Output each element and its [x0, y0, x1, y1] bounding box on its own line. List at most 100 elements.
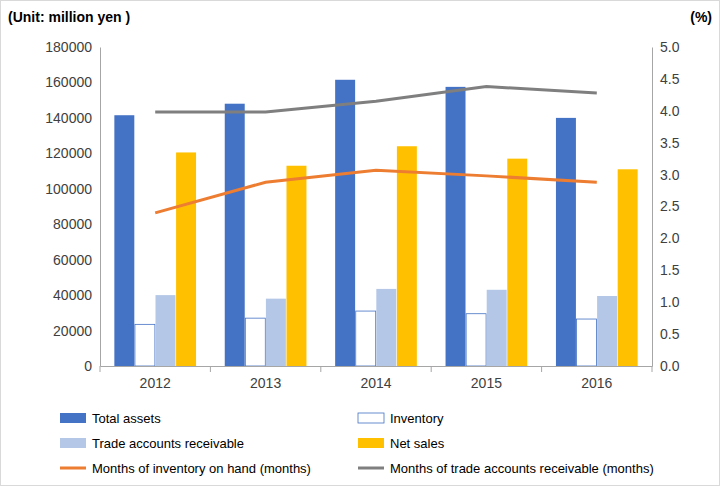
category-separator: [100, 366, 101, 372]
tick: 100000: [45, 181, 100, 197]
line: [155, 87, 597, 113]
tick: 5.0: [652, 39, 680, 55]
legend-label: Inventory: [390, 411, 444, 426]
bar: [266, 299, 286, 366]
category-separator: [541, 366, 542, 372]
tick: 0: [84, 358, 100, 374]
legend-item: Trade accounts receivable: [60, 436, 244, 451]
tick: 80000: [53, 216, 100, 232]
tick: 2016: [581, 366, 612, 391]
tick-label: 160000: [45, 74, 92, 90]
bar: [577, 319, 597, 366]
tick-label: 2.0: [660, 230, 680, 246]
tick: 2.5: [652, 198, 680, 214]
axis-line: [100, 48, 101, 367]
tick-label: 40000: [53, 287, 92, 303]
tick: 180000: [45, 39, 100, 55]
tick-label: 2.5: [660, 198, 680, 214]
legend-label: Net sales: [390, 436, 445, 451]
bar: [114, 115, 134, 366]
tick: 3.5: [652, 135, 680, 151]
bar: [556, 118, 576, 366]
bar: [618, 169, 638, 366]
category-separator: [431, 366, 432, 372]
tick-label: 5.0: [660, 39, 680, 55]
tick-label: 120000: [45, 145, 92, 161]
tick: 20000: [53, 323, 100, 339]
bar: [176, 152, 196, 366]
bar: [597, 296, 617, 366]
bar: [356, 311, 376, 366]
tick: 2014: [360, 366, 391, 391]
tick-label: 2016: [581, 375, 612, 391]
legend-label: Total assets: [92, 411, 161, 426]
tick: 3.0: [652, 167, 680, 183]
chart-border: [1, 1, 720, 486]
marks: [114, 80, 637, 366]
tick-label: 180000: [45, 39, 92, 55]
tick-label: 80000: [53, 216, 92, 232]
x-axis: 2012 2013 2014 2015 2016: [100, 366, 653, 391]
tick-label: 0: [84, 358, 92, 374]
bar: [466, 314, 486, 366]
y2-axis: 0.0 0.5 1.0 1.5 2.0 2.5 3.0 3.5 4.0 4.5 5.0: [652, 39, 680, 374]
tick: 140000: [45, 110, 100, 126]
tick: 40000: [53, 287, 100, 303]
tick-label: 140000: [45, 110, 92, 126]
y-axis-title: (Unit: million yen ): [8, 9, 130, 25]
tick: 1.5: [652, 262, 680, 278]
legend-label: Trade accounts receivable: [92, 436, 244, 451]
tick-label: 1.0: [660, 294, 680, 310]
tick: 2012: [140, 366, 171, 391]
legend-item: Total assets: [60, 411, 161, 426]
tick-label: 1.5: [660, 262, 680, 278]
tick-label: 2014: [360, 375, 391, 391]
legend-symbol: [60, 438, 86, 448]
legend-label: Months of trade accounts receivable (mon…: [390, 461, 654, 476]
tick-label: 0.0: [660, 358, 680, 374]
bar: [335, 80, 355, 366]
bar: [156, 295, 176, 366]
tick-label: 100000: [45, 181, 92, 197]
tick: 1.0: [652, 294, 680, 310]
tick: 0.5: [652, 326, 680, 342]
tick: 2015: [471, 366, 502, 391]
legend-item: Months of trade accounts receivable (mon…: [358, 461, 654, 476]
legend-symbol: [358, 438, 384, 448]
axis-line: [101, 366, 653, 367]
tick: 0.0: [652, 358, 680, 374]
bar: [376, 289, 396, 366]
tick: 2.0: [652, 230, 680, 246]
tick-label: 4.5: [660, 71, 680, 87]
legend-label: Months of inventory on hand (months): [92, 461, 311, 476]
plot: 0 20000 40000 60000 80000 100000 120000 140000 1…: [45, 39, 679, 391]
bar: [507, 159, 527, 366]
tick-label: 20000: [53, 323, 92, 339]
tick-label: 2012: [140, 375, 171, 391]
chart: 0 20000 40000 60000 80000 100000 120000 140000 1…: [0, 0, 720, 486]
tick-label: 60000: [53, 252, 92, 268]
tick-label: 4.0: [660, 103, 680, 119]
bar: [286, 166, 306, 366]
bar: [225, 104, 245, 366]
legend-item: Inventory: [358, 411, 444, 426]
tick: 4.0: [652, 103, 680, 119]
tick: 160000: [45, 74, 100, 90]
bar: [135, 324, 155, 366]
bar: [446, 87, 466, 366]
legend-symbol: [60, 413, 86, 423]
tick: 4.5: [652, 71, 680, 87]
bar: [245, 318, 265, 366]
legend-symbol: [358, 467, 384, 470]
category-separator: [652, 366, 653, 372]
tick-label: 3.0: [660, 167, 680, 183]
tick: 60000: [53, 252, 100, 268]
tick: 120000: [45, 145, 100, 161]
line: [155, 170, 597, 213]
legend: Total assets Inventory Trade accounts rece…: [60, 411, 654, 476]
axis-line: [652, 48, 653, 367]
tick-label: 2015: [471, 375, 502, 391]
legend-symbol: [358, 413, 384, 423]
tick: 2013: [250, 366, 281, 391]
category-separator: [210, 366, 211, 372]
